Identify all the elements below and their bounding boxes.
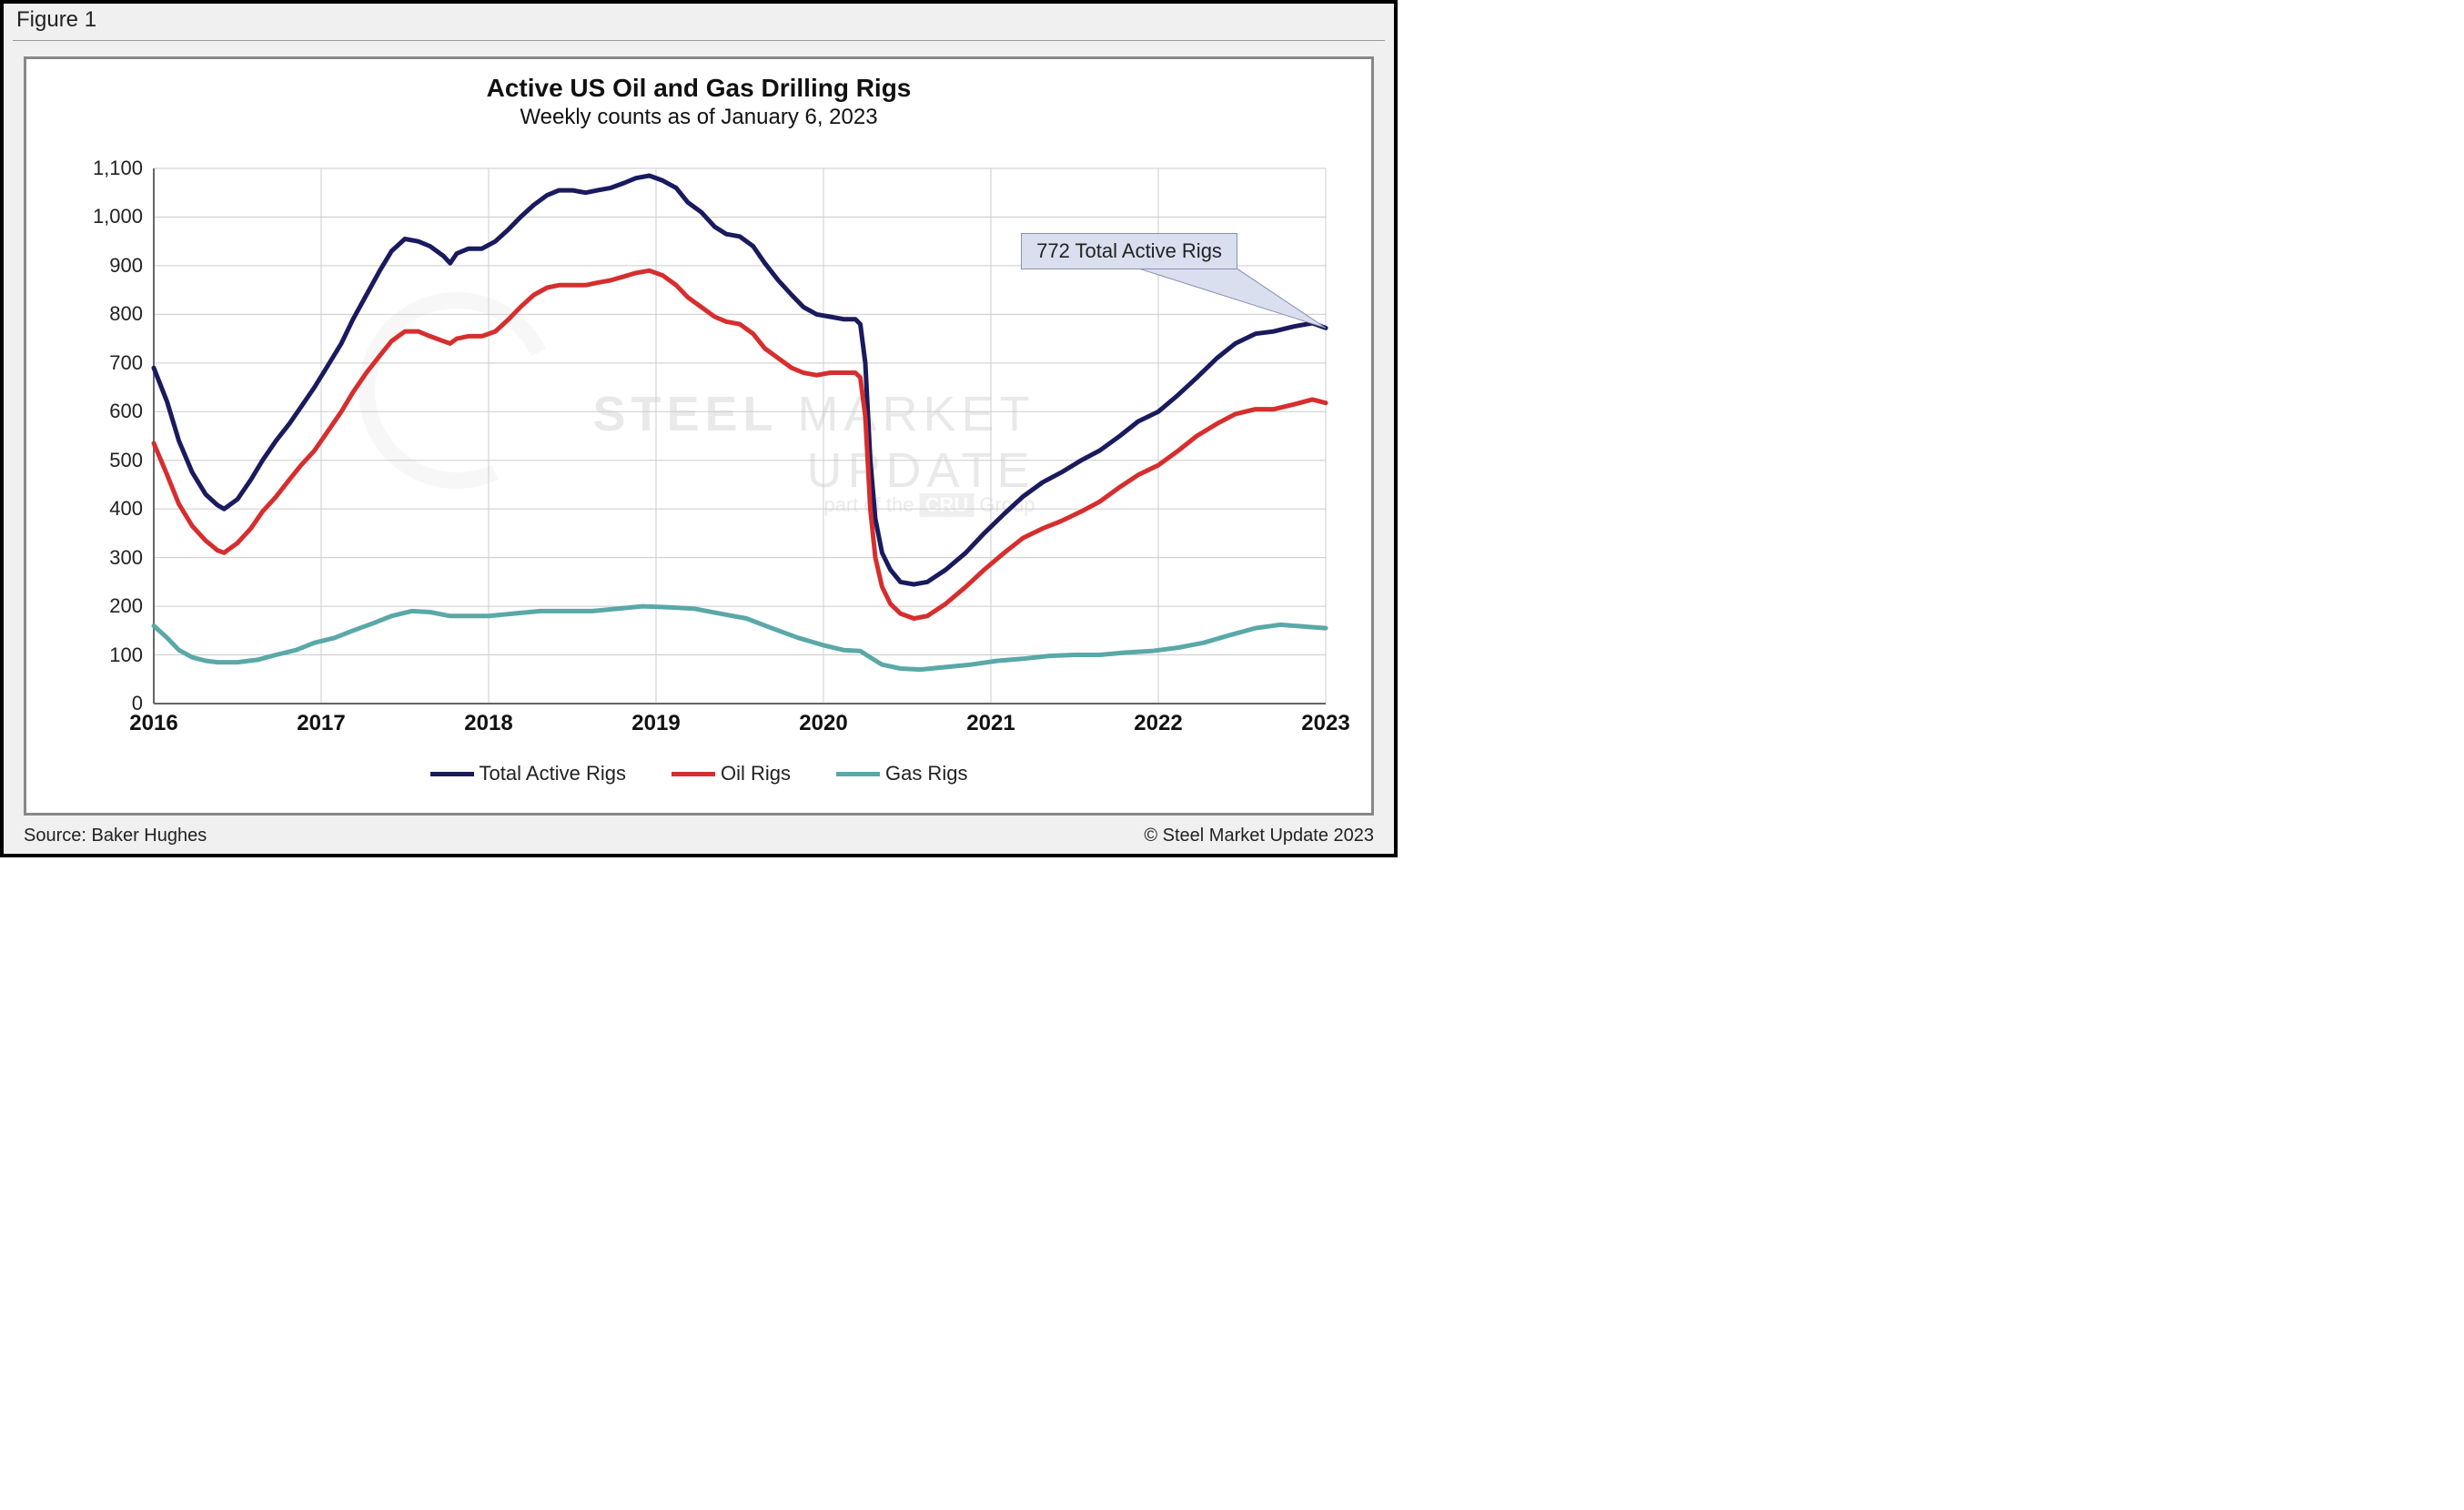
x-tick-label: 2019 (631, 711, 680, 736)
callout-box: 772 Total Active Rigs (1021, 233, 1237, 269)
legend-label: Oil Rigs (721, 762, 791, 785)
legend-swatch (836, 772, 880, 776)
series-line (154, 270, 1326, 618)
x-tick-label: 2016 (129, 711, 177, 736)
callout-pointer (1140, 269, 1326, 329)
legend: Total Active Rigs Oil Rigs Gas Rigs (26, 762, 1371, 785)
x-tick-label: 2018 (464, 711, 512, 736)
chart-title: Active US Oil and Gas Drilling Rigs (26, 74, 1371, 103)
legend-label: Total Active Rigs (480, 762, 626, 785)
series-line (154, 606, 1326, 670)
legend-item: Oil Rigs (672, 762, 791, 785)
y-tick-label: 700 (109, 351, 143, 375)
legend-label: Gas Rigs (885, 762, 967, 785)
legend-swatch (672, 772, 715, 776)
legend-item: Gas Rigs (836, 762, 967, 785)
chart-subtitle: Weekly counts as of January 6, 2023 (26, 105, 1371, 130)
y-tick-label: 400 (109, 497, 143, 521)
x-tick-label: 2023 (1301, 711, 1349, 736)
y-tick-label: 100 (109, 644, 143, 667)
source-text: Source: Baker Hughes (24, 826, 207, 846)
y-tick-label: 900 (109, 254, 143, 278)
copyright-text: © Steel Market Update 2023 (1144, 826, 1374, 846)
x-tick-label: 2022 (1134, 711, 1182, 736)
y-tick-label: 800 (109, 302, 143, 326)
chart-panel: Active US Oil and Gas Drilling Rigs Week… (24, 56, 1374, 816)
y-tick-label: 600 (109, 400, 143, 423)
figure-divider (13, 40, 1385, 41)
figure-label: Figure 1 (16, 7, 96, 33)
y-tick-label: 300 (109, 546, 143, 570)
figure-frame: Figure 1 Active US Oil and Gas Drilling … (0, 0, 1398, 857)
y-tick-label: 500 (109, 449, 143, 472)
legend-item: Total Active Rigs (430, 762, 626, 785)
legend-swatch (430, 772, 474, 776)
x-tick-label: 2017 (297, 711, 345, 736)
y-tick-label: 200 (109, 594, 143, 618)
y-tick-label: 1,000 (93, 205, 143, 228)
x-tick-label: 2021 (966, 711, 1015, 736)
x-tick-label: 2020 (799, 711, 847, 736)
y-tick-label: 1,100 (93, 157, 143, 180)
plot-area: 01002003004005006007008009001,0001,10020… (154, 168, 1326, 704)
